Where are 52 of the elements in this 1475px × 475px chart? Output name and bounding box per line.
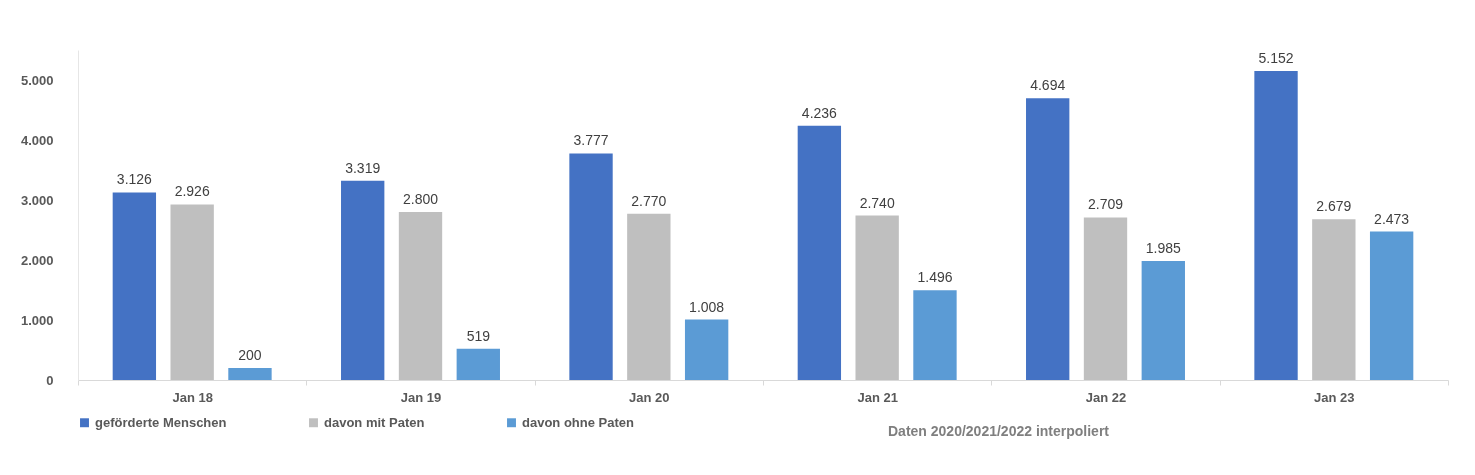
bar bbox=[913, 290, 957, 380]
bar bbox=[398, 212, 443, 380]
bar bbox=[228, 368, 272, 380]
y-tick-label: 4.000 bbox=[20, 132, 54, 148]
bar bbox=[1312, 219, 1356, 380]
y-tick-label: 5.000 bbox=[20, 72, 54, 88]
y-tick-label: 0 bbox=[46, 372, 54, 388]
bar bbox=[627, 213, 671, 380]
x-tick-label: Jan 19 bbox=[400, 389, 442, 405]
bar bbox=[1254, 70, 1298, 380]
bar bbox=[1369, 231, 1414, 380]
data-label: 3.777 bbox=[573, 132, 609, 149]
data-label: 2.926 bbox=[174, 183, 210, 200]
bar bbox=[456, 348, 500, 380]
bar bbox=[170, 204, 214, 380]
bar bbox=[855, 215, 899, 380]
x-tick-label: Jan 20 bbox=[629, 389, 670, 405]
legend-label: davon mit Paten bbox=[324, 414, 425, 430]
bar bbox=[1083, 217, 1128, 380]
data-label: 2.679 bbox=[1316, 198, 1352, 215]
legend-label: geförderte Menschen bbox=[95, 414, 227, 430]
text: Daten 2020/2021/2022 interpoliert bbox=[888, 423, 1110, 439]
data-label: 1.985 bbox=[1145, 239, 1182, 256]
bar bbox=[797, 125, 842, 380]
bar bbox=[1026, 98, 1070, 380]
x-tick-label: Jan 21 bbox=[857, 389, 898, 405]
data-label: 200 bbox=[238, 347, 262, 363]
data-label: 1.496 bbox=[917, 269, 953, 286]
data-label: 3.126 bbox=[116, 171, 153, 188]
x-tick-label: Jan 23 bbox=[1314, 389, 1355, 405]
data-label: 2.770 bbox=[631, 192, 667, 209]
data-label: 1.008 bbox=[689, 298, 725, 315]
data-label: 2.473 bbox=[1374, 210, 1410, 227]
bar bbox=[1141, 260, 1185, 380]
data-label: 2.709 bbox=[1087, 196, 1124, 213]
y-tick-label: 1.000 bbox=[20, 312, 54, 328]
y-tick-label: 2.000 bbox=[20, 252, 54, 268]
data-label: 3.319 bbox=[345, 159, 381, 176]
bar bbox=[684, 319, 729, 380]
legend-label: davon ohne Paten bbox=[522, 414, 635, 430]
data-label: 4.694 bbox=[1030, 77, 1066, 94]
data-label: 2.740 bbox=[859, 194, 895, 211]
data-label: 519 bbox=[466, 327, 491, 344]
y-tick-label: 3.000 bbox=[20, 192, 54, 208]
x-tick-label: Jan 18 bbox=[172, 389, 213, 405]
data-label: 5.152 bbox=[1258, 49, 1294, 66]
bar bbox=[569, 153, 613, 380]
bar bbox=[341, 180, 385, 380]
x-tick-label: Jan 22 bbox=[1085, 389, 1127, 405]
data-label: 2.800 bbox=[402, 191, 439, 207]
bar bbox=[112, 192, 157, 380]
data-label: 4.236 bbox=[801, 104, 838, 121]
